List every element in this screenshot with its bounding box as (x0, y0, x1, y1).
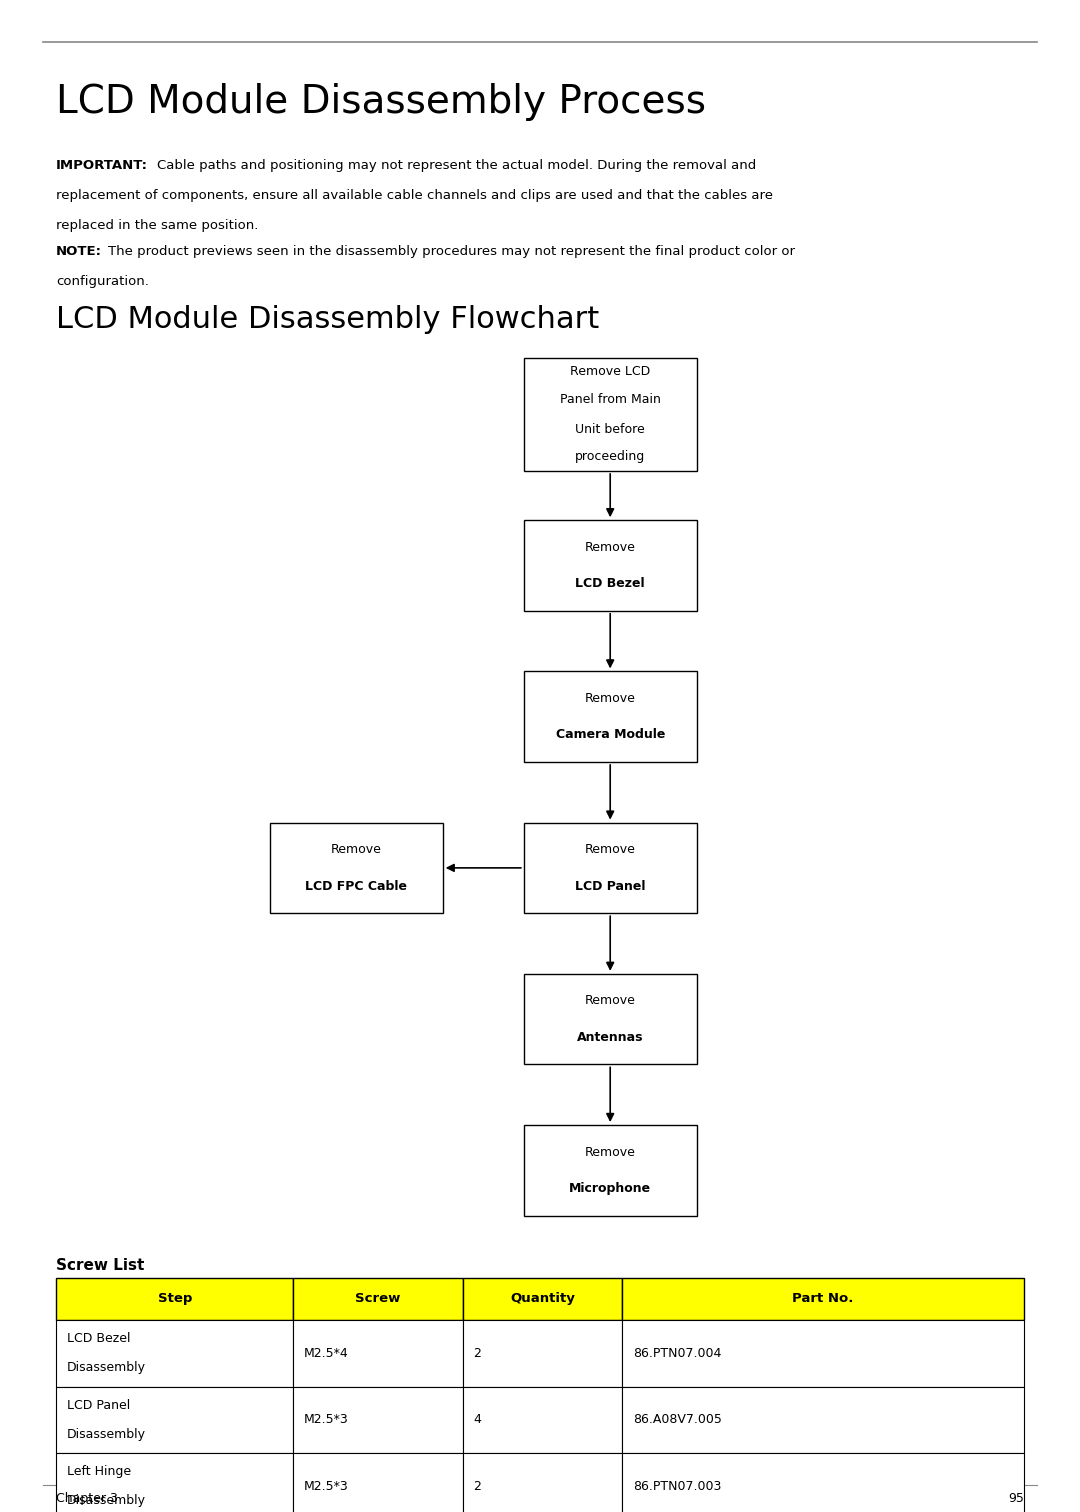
Text: replacement of components, ensure all available cable channels and clips are use: replacement of components, ensure all av… (56, 189, 773, 203)
Bar (524, 520, 697, 611)
Text: Remove: Remove (584, 541, 636, 553)
Text: Camera Module: Camera Module (555, 729, 665, 741)
Text: NOTE:: NOTE: (56, 245, 103, 259)
Text: Disassembly: Disassembly (67, 1361, 146, 1374)
Bar (524, 1125, 697, 1216)
Text: Quantity: Quantity (510, 1293, 575, 1305)
Text: 86.A08V7.005: 86.A08V7.005 (633, 1414, 721, 1426)
Text: Antennas: Antennas (577, 1031, 644, 1043)
Text: Remove: Remove (584, 692, 636, 705)
Text: proceeding: proceeding (575, 451, 646, 463)
Bar (462, 1453, 622, 1512)
Text: The product previews seen in the disassembly procedures may not represent the fi: The product previews seen in the disasse… (108, 245, 795, 259)
Text: Unit before: Unit before (576, 423, 645, 435)
Text: 2: 2 (473, 1347, 482, 1359)
Bar (524, 671, 697, 762)
Bar (56, 1453, 294, 1512)
Text: Panel from Main: Panel from Main (559, 393, 661, 405)
Text: LCD Module Disassembly Process: LCD Module Disassembly Process (56, 83, 706, 121)
Bar (56, 1278, 294, 1320)
Text: M2.5*3: M2.5*3 (305, 1480, 349, 1492)
Text: Disassembly: Disassembly (67, 1494, 146, 1507)
Bar (622, 1453, 1024, 1512)
Text: M2.5*3: M2.5*3 (305, 1414, 349, 1426)
Bar (270, 823, 443, 913)
Text: Microphone: Microphone (569, 1182, 651, 1194)
Text: Remove: Remove (584, 1146, 636, 1158)
Text: Disassembly: Disassembly (67, 1427, 146, 1441)
Bar (462, 1320, 622, 1387)
Text: 86.PTN07.004: 86.PTN07.004 (633, 1347, 721, 1359)
Text: LCD Panel: LCD Panel (67, 1399, 131, 1412)
Text: Remove: Remove (584, 995, 636, 1007)
Text: 95: 95 (1008, 1492, 1024, 1506)
Text: LCD FPC Cable: LCD FPC Cable (306, 880, 407, 892)
Text: replaced in the same position.: replaced in the same position. (56, 219, 258, 233)
Bar (462, 1278, 622, 1320)
Bar (622, 1278, 1024, 1320)
Bar (56, 1387, 294, 1453)
Bar (524, 823, 697, 913)
Text: LCD Bezel: LCD Bezel (576, 578, 645, 590)
Text: Chapter 3: Chapter 3 (56, 1492, 118, 1506)
Text: LCD Panel: LCD Panel (575, 880, 646, 892)
Bar (294, 1278, 462, 1320)
Text: Screw List: Screw List (56, 1258, 145, 1273)
Text: Remove: Remove (584, 844, 636, 856)
Text: Part No.: Part No. (793, 1293, 853, 1305)
Bar (622, 1320, 1024, 1387)
Bar (622, 1387, 1024, 1453)
Text: LCD Bezel: LCD Bezel (67, 1332, 131, 1346)
Bar (56, 1320, 294, 1387)
Text: 86.PTN07.003: 86.PTN07.003 (633, 1480, 721, 1492)
Bar (294, 1320, 462, 1387)
Bar (294, 1387, 462, 1453)
Text: Remove LCD: Remove LCD (570, 366, 650, 378)
Text: 4: 4 (473, 1414, 482, 1426)
Text: Cable paths and positioning may not represent the actual model. During the remov: Cable paths and positioning may not repr… (157, 159, 756, 172)
Bar (294, 1453, 462, 1512)
Text: Remove: Remove (330, 844, 382, 856)
Text: Step: Step (158, 1293, 192, 1305)
Text: Screw: Screw (355, 1293, 401, 1305)
Text: LCD Module Disassembly Flowchart: LCD Module Disassembly Flowchart (56, 305, 599, 334)
Bar (524, 974, 697, 1064)
Bar (524, 358, 697, 472)
Text: Left Hinge: Left Hinge (67, 1465, 131, 1479)
Text: IMPORTANT:: IMPORTANT: (56, 159, 148, 172)
Text: M2.5*4: M2.5*4 (305, 1347, 349, 1359)
Text: 2: 2 (473, 1480, 482, 1492)
Text: configuration.: configuration. (56, 275, 149, 289)
Bar (462, 1387, 622, 1453)
